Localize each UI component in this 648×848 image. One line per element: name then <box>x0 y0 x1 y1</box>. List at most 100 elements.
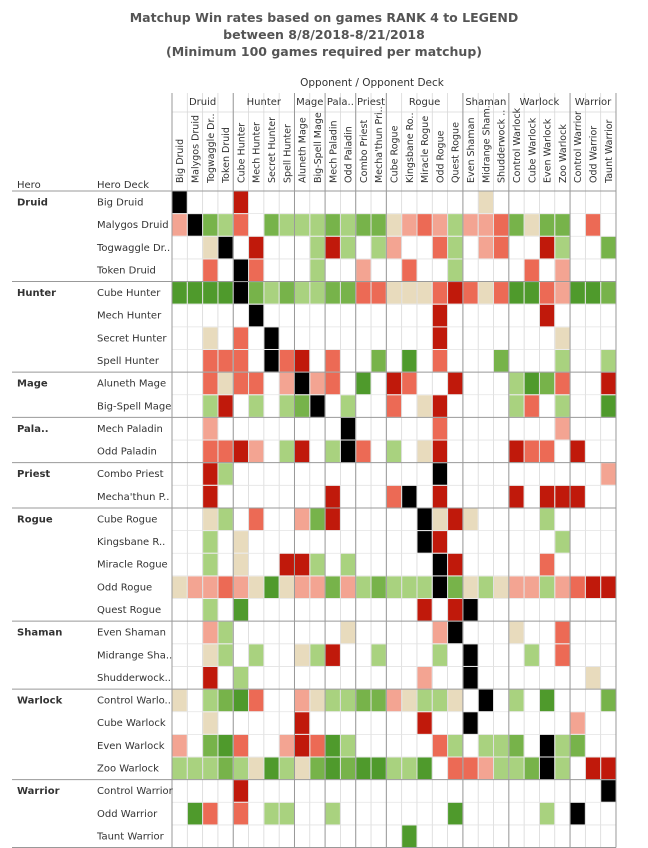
heatmap-cell <box>187 802 203 825</box>
heatmap-cell <box>417 666 432 689</box>
row-hero-label: Druid <box>17 198 48 209</box>
heatmap-cell <box>203 712 218 734</box>
column-hero-label: Hunter <box>247 97 282 108</box>
heatmap-cell <box>172 282 187 304</box>
chart-title: Matchup Win rates based on games RANK 4 … <box>0 9 648 60</box>
heatmap-cell <box>478 576 494 599</box>
heatmap-cell <box>432 621 448 644</box>
heatmap-cell <box>203 553 218 576</box>
heatmap-cell <box>294 757 310 780</box>
heatmap-cell <box>325 644 340 666</box>
heatmap-cell <box>432 689 448 712</box>
heatmap-cell <box>371 349 386 372</box>
heatmap-cell <box>570 485 585 508</box>
column-deck-label: Taunt Warrior <box>604 119 615 184</box>
heatmap-cell <box>539 508 555 531</box>
heatmap-cell <box>279 757 294 780</box>
heatmap-cell <box>310 372 325 395</box>
heatmap-cell <box>585 576 601 599</box>
heatmap-cell <box>279 214 294 236</box>
heatmap-cell <box>233 780 249 802</box>
heatmap-cell <box>386 236 402 259</box>
row-deck-label: Taunt Warrior <box>96 831 165 842</box>
row-hero-label: Priest <box>17 469 50 480</box>
heatmap-cell <box>432 282 448 304</box>
heatmap-cell <box>356 259 371 282</box>
heatmap-cell <box>218 757 233 780</box>
heatmap-cell <box>249 236 264 259</box>
heatmap-cell <box>233 214 249 236</box>
heatmap-cell <box>233 191 249 214</box>
heatmap-cell <box>555 259 570 282</box>
heatmap-cell <box>509 485 524 508</box>
heatmap-cell <box>539 734 555 757</box>
row-deck-label: Zoo Warlock <box>97 764 159 775</box>
heatmap-cell <box>233 757 249 780</box>
heatmap-cell <box>294 712 310 734</box>
row-deck-label: Odd Paladin <box>97 447 157 458</box>
heatmap-cell <box>417 712 432 734</box>
heatmap-cell <box>218 463 233 485</box>
heatmap-cell <box>432 644 448 666</box>
heatmap-cell <box>310 508 325 531</box>
heatmap-cell <box>432 463 448 485</box>
column-deck-label: Aluneth Mage <box>298 117 309 183</box>
heatmap-cell <box>555 214 570 236</box>
heatmap-cell <box>249 508 264 531</box>
heatmap-cell <box>203 666 218 689</box>
heatmap-cell <box>509 395 524 417</box>
heatmap-cell <box>494 734 509 757</box>
heatmap-cell <box>570 440 585 463</box>
heatmap-cell <box>601 757 616 780</box>
heatmap-cell <box>478 191 494 214</box>
heatmap-cell <box>310 576 325 599</box>
column-deck-label: Odd Rogue <box>435 130 446 183</box>
heatmap-cell <box>417 440 432 463</box>
heatmap-cell <box>432 576 448 599</box>
heatmap-cell <box>294 372 310 395</box>
heatmap-cell <box>325 349 340 372</box>
row-deck-label: Odd Rogue <box>97 582 152 593</box>
heatmap-cell <box>539 485 555 508</box>
column-deck-label: Mecha'thun Pri.. <box>374 106 385 183</box>
heatmap-cell <box>402 485 417 508</box>
heatmap-cell <box>555 372 570 395</box>
row-hero-label: Warlock <box>17 696 63 707</box>
heatmap-cell <box>524 757 539 780</box>
row-hero-label: Hunter <box>17 288 56 299</box>
heatmap-cell <box>310 259 325 282</box>
title-line-2: between 8/8/2018-8/21/2018 <box>223 27 425 42</box>
heatmap-cell <box>585 214 601 236</box>
row-deck-label: Mecha'thun P.. <box>97 492 169 503</box>
heatmap-cell <box>478 757 494 780</box>
heatmap-cell <box>509 689 524 712</box>
heatmap-cell <box>203 440 218 463</box>
heatmap-cell <box>555 757 570 780</box>
row-deck-label: Token Druid <box>96 265 156 276</box>
heatmap-cell <box>371 757 386 780</box>
row-deck-label: Control Warlo.. <box>97 696 171 707</box>
heatmap-cell <box>294 576 310 599</box>
heatmap-cell <box>601 282 616 304</box>
heatmap-cell <box>402 825 417 848</box>
heatmap-cell <box>325 372 340 395</box>
column-deck-label: Miracle Rogue <box>420 116 431 183</box>
heatmap-cell <box>233 372 249 395</box>
heatmap-cell <box>218 576 233 599</box>
heatmap-cell <box>233 531 249 553</box>
heatmap-cell <box>371 689 386 712</box>
row-hero-label: Warrior <box>17 786 60 797</box>
row-deck-label: Shudderwock.. <box>97 673 171 684</box>
column-deck-label: Even Shaman <box>466 118 477 183</box>
heatmap-cell <box>417 395 432 417</box>
heatmap-cell <box>172 734 187 757</box>
heatmap-cell <box>402 259 417 282</box>
heatmap-cell <box>555 282 570 304</box>
row-deck-label: Aluneth Mage <box>97 379 166 390</box>
heatmap-cell <box>203 576 218 599</box>
heatmap-cell <box>218 621 233 644</box>
heatmap-cell <box>294 734 310 757</box>
heatmap-cell <box>340 440 356 463</box>
column-hero-label: Priest <box>357 97 385 108</box>
row-hero-label: Rogue <box>17 514 53 525</box>
